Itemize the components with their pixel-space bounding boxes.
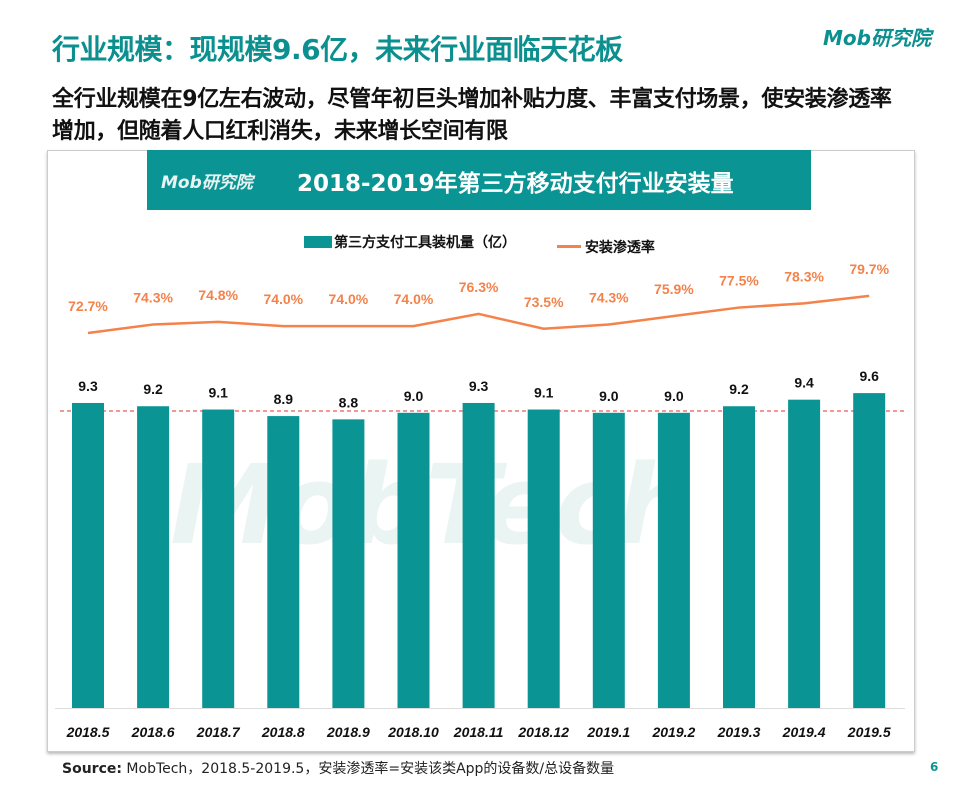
- x-tick-label: 2019.4: [782, 724, 826, 740]
- x-tick-label: 2018.7: [196, 724, 241, 740]
- page-subtitle: 全行业规模在9亿左右波动，尽管年初巨头增加补贴力度、丰富支付场景，使安装渗透率增…: [52, 87, 892, 144]
- bar: [527, 409, 560, 708]
- line-series: [87, 294, 870, 335]
- bar-label: 8.9: [274, 391, 294, 407]
- line-label: 72.7%: [68, 298, 108, 314]
- bar-label: 9.3: [78, 378, 98, 394]
- x-tick-label: 2019.2: [651, 724, 695, 740]
- bar: [788, 399, 821, 708]
- legend-bar-swatch: [304, 236, 333, 248]
- bar: [462, 402, 495, 708]
- line-label: 74.8%: [198, 287, 238, 303]
- bar: [397, 412, 430, 708]
- x-tick-label: 2019.3: [717, 724, 761, 740]
- bar: [853, 393, 886, 708]
- x-tick-label: 2018.9: [326, 724, 370, 740]
- source-note: Source: MobTech，2018.5-2019.5，安装渗透率=安装该类…: [62, 758, 614, 778]
- bar: [592, 412, 625, 708]
- x-tick-label: 2018.5: [66, 724, 110, 740]
- page-title: 行业规模：现规模9.6亿，未来行业面临天花板: [52, 33, 623, 66]
- bar: [137, 406, 170, 708]
- x-tick-label: 2018.6: [131, 724, 175, 740]
- bar-label: 9.0: [664, 388, 684, 404]
- bar: [72, 402, 104, 708]
- x-tick-label: 2018.8: [261, 724, 305, 740]
- x-tick-label: 2018.11: [453, 724, 504, 740]
- line-label: 74.3%: [589, 290, 629, 306]
- bar: [202, 409, 235, 708]
- bar-label: 8.8: [339, 394, 359, 410]
- bar-label: 9.0: [404, 388, 424, 404]
- bar-label: 9.0: [599, 388, 619, 404]
- source-label: Source:: [62, 761, 122, 777]
- x-tick-label: 2019.5: [847, 724, 891, 740]
- bar-label: 9.2: [729, 381, 749, 397]
- line-label: 76.3%: [459, 279, 499, 295]
- x-tick-label: 2019.1: [586, 724, 630, 740]
- line-label: 75.9%: [654, 281, 694, 297]
- bar-label: 9.2: [143, 381, 163, 397]
- line-label: 74.0%: [263, 291, 303, 307]
- legend-line: 安装渗透率: [556, 237, 655, 257]
- legend-line-swatch: [556, 245, 581, 248]
- bar: [332, 419, 365, 708]
- bar: [657, 412, 690, 708]
- line-label: 78.3%: [784, 268, 824, 284]
- legend-bar: 第三方支付工具装机量（亿）: [304, 232, 516, 252]
- chart-title: 2018-2019年第三方移动支付行业安装量: [297, 171, 734, 197]
- line-label: 73.5%: [524, 294, 564, 310]
- chart-banner: Mob研究院 2018-2019年第三方移动支付行业安装量: [147, 150, 811, 210]
- banner-logo: Mob研究院: [161, 173, 253, 193]
- x-tick-label: 2018.10: [387, 724, 439, 740]
- legend: 第三方支付工具装机量（亿） 安装渗透率: [0, 232, 959, 257]
- legend-bar-label: 第三方支付工具装机量（亿）: [334, 235, 517, 251]
- source-text: MobTech，2018.5-2019.5，安装渗透率=安装该类App的设备数/…: [126, 761, 615, 777]
- bar-label: 9.4: [794, 375, 814, 391]
- mob-logo: Mob研究院: [823, 26, 931, 50]
- legend-line-label: 安装渗透率: [584, 239, 655, 256]
- line-label: 77.5%: [719, 273, 759, 289]
- bar-label: 9.1: [534, 385, 554, 401]
- bar: [267, 416, 300, 708]
- page-number: 6: [930, 760, 939, 774]
- bar-label: 9.1: [208, 385, 228, 401]
- bar: [723, 406, 755, 708]
- line-label: 74.3%: [133, 290, 173, 306]
- bar-label: 9.3: [469, 378, 489, 394]
- line-label: 79.7%: [849, 261, 889, 277]
- x-tick-label: 2018.12: [517, 724, 569, 740]
- line-label: 74.0%: [329, 291, 369, 307]
- line-label: 74.0%: [394, 291, 434, 307]
- bar-label: 9.6: [859, 368, 879, 384]
